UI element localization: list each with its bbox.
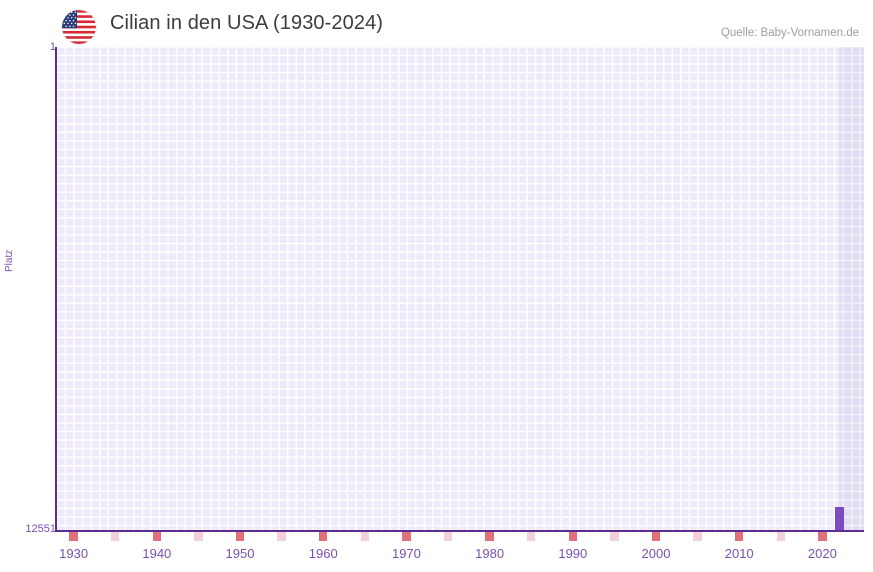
y-axis-tick-label-bottom: 12551 bbox=[25, 523, 56, 535]
data-bar-2022[interactable] bbox=[834, 507, 844, 530]
x-axis-tick-label-1940: 1940 bbox=[142, 546, 172, 561]
x-tick-mark-1960 bbox=[318, 532, 328, 541]
x-axis-tick-marks bbox=[57, 532, 864, 541]
x-axis-tick-label-1960: 1960 bbox=[308, 546, 338, 561]
x-tick-mark-1950 bbox=[235, 532, 245, 541]
x-axis-tick-label-1980: 1980 bbox=[475, 546, 505, 561]
x-axis-tick-label-1990: 1990 bbox=[558, 546, 588, 561]
x-tick-mark-2005 bbox=[693, 532, 702, 541]
x-tick-mark-1935 bbox=[110, 532, 120, 541]
y-axis-line bbox=[55, 47, 57, 530]
y-axis-title: Platz bbox=[4, 249, 15, 272]
x-tick-mark-2000 bbox=[651, 532, 661, 541]
x-axis-tick-label-2000: 2000 bbox=[641, 546, 671, 561]
source-attribution: Quelle: Baby-Vornamen.de bbox=[720, 27, 859, 39]
x-axis-tick-label-1950: 1950 bbox=[225, 546, 255, 561]
x-axis-tick-label-1930: 1930 bbox=[59, 546, 89, 561]
x-tick-mark-1970 bbox=[402, 532, 411, 541]
bars-layer bbox=[57, 47, 864, 530]
plot-area bbox=[57, 47, 864, 530]
x-tick-mark-1940 bbox=[152, 532, 162, 541]
y-axis-tick-label-top: 1 bbox=[49, 41, 56, 53]
x-tick-mark-2015 bbox=[776, 532, 786, 541]
x-tick-mark-1945 bbox=[194, 532, 203, 541]
x-tick-mark-1965 bbox=[360, 532, 370, 541]
x-tick-mark-2010 bbox=[734, 532, 744, 541]
x-tick-mark-1985 bbox=[526, 532, 536, 541]
page-title: Cilian in den USA (1930-2024) bbox=[110, 12, 384, 34]
x-tick-mark-1975 bbox=[443, 532, 453, 541]
x-axis-tick-label-2010: 2010 bbox=[724, 546, 754, 561]
x-tick-mark-1955 bbox=[277, 532, 286, 541]
x-tick-mark-1990 bbox=[568, 532, 578, 541]
x-axis-tick-label-1970: 1970 bbox=[391, 546, 421, 561]
us-flag-icon bbox=[62, 10, 96, 44]
x-tick-mark-1995 bbox=[610, 532, 619, 541]
x-tick-mark-1980 bbox=[485, 532, 494, 541]
x-tick-mark-2020 bbox=[818, 532, 827, 541]
chart-header: Cilian in den USA (1930-2024) Quelle: Ba… bbox=[0, 0, 873, 47]
x-axis-line bbox=[55, 530, 864, 532]
x-tick-mark-1930 bbox=[69, 532, 78, 541]
x-axis-tick-label-2020: 2020 bbox=[807, 546, 837, 561]
